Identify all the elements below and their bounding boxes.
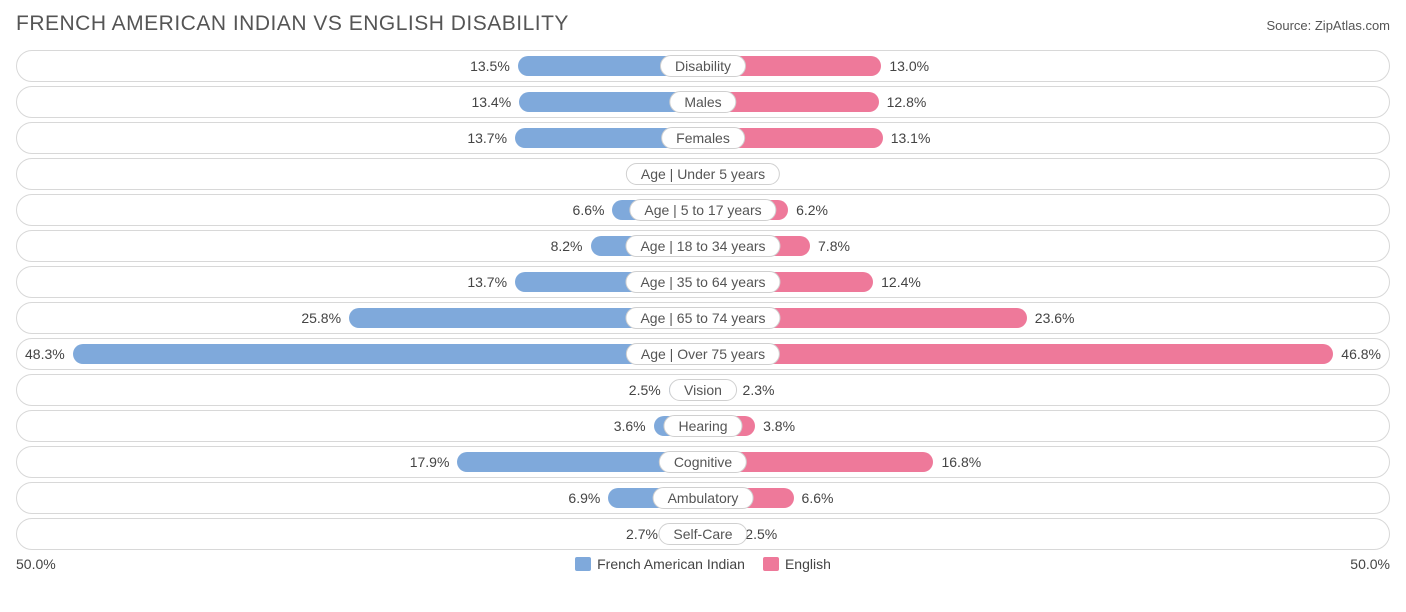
category-label: Hearing [663,415,742,437]
right-value-label: 13.1% [883,130,939,146]
left-value-label: 13.4% [463,94,519,110]
row-left-half: 8.2% [17,231,703,261]
row-left-half: 13.5% [17,51,703,81]
row-right-half: 12.4% [703,267,1389,297]
legend-swatch-right [763,557,779,571]
category-label: Cognitive [659,451,747,473]
chart-header: FRENCH AMERICAN INDIAN VS ENGLISH DISABI… [16,12,1390,36]
row-right-half: 6.2% [703,195,1389,225]
chart-row: 6.6% 6.2% Age | 5 to 17 years [16,194,1390,226]
chart-row: 3.6% 3.8% Hearing [16,410,1390,442]
legend-item-left: French American Indian [575,556,745,572]
row-right-half: 16.8% [703,447,1389,477]
row-left-half: 48.3% [17,339,703,369]
left-value-label: 25.8% [293,310,349,326]
legend-item-right: English [763,556,831,572]
row-right-half: 12.8% [703,87,1389,117]
chart-row: 13.4% 12.8% Males [16,86,1390,118]
left-value-label: 3.6% [606,418,654,434]
left-value-label: 6.9% [560,490,608,506]
row-right-half: 46.8% [703,339,1389,369]
chart-footer: 50.0% French American Indian English 50.… [16,556,1390,572]
row-left-half: 13.7% [17,123,703,153]
chart-row: 2.7%2.5%Self-Care [16,518,1390,550]
right-bar [703,344,1333,364]
chart-row: 8.2% 7.8% Age | 18 to 34 years [16,230,1390,262]
right-value-label: 3.8% [755,418,803,434]
category-label: Age | 65 to 74 years [625,307,780,329]
right-value-label: 23.6% [1027,310,1083,326]
row-right-half: 13.1% [703,123,1389,153]
row-left-half: 6.9% [17,483,703,513]
left-value-label: 17.9% [402,454,458,470]
legend-label-right: English [785,556,831,572]
category-label: Males [669,91,736,113]
chart-source: Source: ZipAtlas.com [1266,18,1390,33]
left-value-label: 13.7% [459,130,515,146]
axis-max-left: 50.0% [16,556,56,572]
row-left-half: 25.8% [17,303,703,333]
legend-swatch-left [575,557,591,571]
row-left-half: 1.3% [17,159,703,189]
category-label: Age | Under 5 years [626,163,780,185]
chart-row: 2.5% 2.3%Vision [16,374,1390,406]
chart-title: FRENCH AMERICAN INDIAN VS ENGLISH DISABI… [16,12,569,36]
left-value-label: 13.7% [459,274,515,290]
row-right-half: 13.0% [703,51,1389,81]
chart-row: 17.9% 16.8% Cognitive [16,446,1390,478]
left-value-label: 8.2% [543,238,591,254]
right-value-label: 13.0% [881,58,937,74]
row-left-half: 17.9% [17,447,703,477]
row-right-half: 7.8% [703,231,1389,261]
row-left-half: 3.6% [17,411,703,441]
legend: French American Indian English [56,556,1351,572]
diverging-bar-chart: 13.5% 13.0% Disability 13.4% 12.8% Males 13.7%… [16,50,1390,550]
chart-row: 48.3% 46.8% Age | Over 75 years [16,338,1390,370]
left-value-label: 2.5% [621,382,669,398]
right-value-label: 46.8% [1333,346,1389,362]
category-label: Age | Over 75 years [626,343,780,365]
row-right-half: 6.6% [703,483,1389,513]
chart-row: 6.9% 6.6% Ambulatory [16,482,1390,514]
chart-row: 13.7% 13.1% Females [16,122,1390,154]
category-label: Age | 5 to 17 years [629,199,776,221]
right-value-label: 6.6% [794,490,842,506]
category-label: Age | 35 to 64 years [625,271,780,293]
category-label: Age | 18 to 34 years [625,235,780,257]
left-value-label: 48.3% [17,346,73,362]
chart-row: 25.8% 23.6% Age | 65 to 74 years [16,302,1390,334]
category-label: Vision [669,379,737,401]
right-value-label: 2.3% [735,382,783,398]
axis-max-right: 50.0% [1350,556,1390,572]
row-left-half: 2.7% [17,519,703,549]
row-right-half: 2.3% [703,375,1389,405]
left-value-label: 6.6% [565,202,613,218]
row-left-half: 6.6% [17,195,703,225]
right-value-label: 12.4% [873,274,929,290]
category-label: Disability [660,55,746,77]
row-left-half: 13.7% [17,267,703,297]
right-value-label: 6.2% [788,202,836,218]
left-bar [73,344,703,364]
chart-row: 13.5% 13.0% Disability [16,50,1390,82]
row-right-half: 23.6% [703,303,1389,333]
left-value-label: 13.5% [462,58,518,74]
row-right-half: 3.8% [703,411,1389,441]
category-label: Self-Care [658,523,747,545]
row-left-half: 13.4% [17,87,703,117]
right-value-label: 12.8% [879,94,935,110]
chart-row: 13.7% 12.4% Age | 35 to 64 years [16,266,1390,298]
row-right-half: 2.5% [703,519,1389,549]
right-value-label: 16.8% [933,454,989,470]
chart-row: 1.3%1.7%Age | Under 5 years [16,158,1390,190]
right-value-label: 7.8% [810,238,858,254]
category-label: Females [661,127,745,149]
category-label: Ambulatory [653,487,754,509]
row-left-half: 2.5% [17,375,703,405]
legend-label-left: French American Indian [597,556,745,572]
row-right-half: 1.7% [703,159,1389,189]
